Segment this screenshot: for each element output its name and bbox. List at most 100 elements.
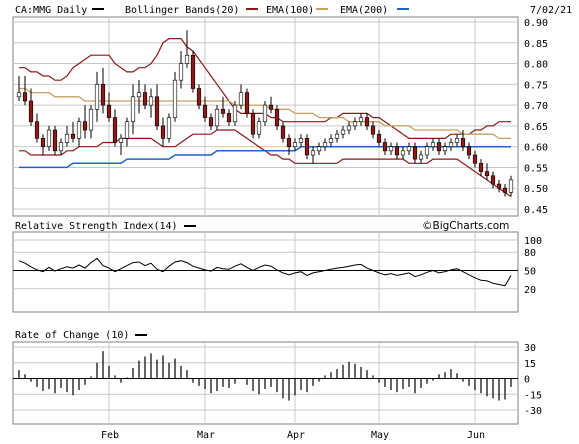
candle [454,134,460,147]
rsi-legend-swatch [184,225,196,227]
candle [292,138,298,151]
candle-body [64,133,70,143]
candle [160,117,166,147]
candle-body [208,117,214,127]
candle [280,121,286,143]
candle [340,125,346,139]
candle-body [52,129,58,152]
candle-body [316,146,322,152]
bollinger-legend-swatch [246,8,258,10]
candle [94,71,100,122]
candle-body [286,138,292,147]
candle-body [94,84,100,110]
candle-body [172,79,178,118]
candle [448,138,454,151]
candle [436,138,442,155]
candle-body [142,92,148,106]
candle [376,130,382,147]
candle-body [244,92,250,114]
candle [190,51,196,93]
candle-body [310,150,316,156]
date-label: 7/02/21 [530,5,572,16]
candle-body [478,162,484,172]
candle [250,109,256,139]
candle [148,88,154,118]
roc-tick-label: 0 [524,375,530,386]
candle-body [46,129,52,147]
candle [52,125,58,155]
price-tick-label: 0.65 [524,122,548,133]
candle [304,134,310,160]
candle-body [472,154,478,164]
candle [460,130,466,151]
candle-body [424,146,430,156]
candle [358,113,364,126]
candle-body [490,175,496,185]
candle-body [304,138,310,156]
candle-body [190,54,196,89]
candle [334,130,340,143]
candle [118,134,124,155]
candle-body [418,154,424,160]
candle [310,146,316,164]
candle [256,117,262,139]
roc-title: Rate of Change (10) [15,330,129,341]
candle [286,134,292,155]
price-tick-label: 0.70 [524,101,548,112]
price-tick-label: 0.75 [524,80,548,91]
price-tick-label: 0.80 [524,60,548,71]
candle [124,117,130,147]
candle-body [430,142,436,147]
candle [196,84,202,110]
candle-body [154,96,160,127]
candle-body [82,121,88,131]
candle [400,146,406,160]
candle-body [346,125,352,131]
candle [484,163,490,180]
candle-body [202,104,208,118]
x-tick-label: May [371,430,389,441]
roc-tick-label: 15 [524,359,536,370]
price-tick-label: 0.85 [524,39,548,50]
candle [178,51,184,89]
price-tick-label: 0.50 [524,184,548,195]
candle-body [58,142,64,152]
candle-body [268,104,274,110]
candle [394,142,400,160]
candle-body [124,121,130,139]
rsi-tick-label: 80 [524,248,536,259]
candle [442,142,448,155]
x-axis: Feb Mar Apr May Jun [101,430,485,441]
candle-body [358,117,364,123]
price-tick-label: 0.60 [524,143,548,154]
candle-body [292,142,298,147]
candle-body [460,138,466,147]
candle [244,88,250,118]
candle [364,113,370,131]
candle-body [262,104,268,123]
ema200-label: EMA(200) [340,5,388,16]
candle [262,100,268,126]
candle-body [178,63,184,81]
symbol-label: CA:MMG Daily [15,5,87,16]
bollinger-label: Bollinger Bands(20) [125,5,239,16]
candle-body [466,146,472,156]
candle [88,105,94,139]
candle-body [250,113,256,135]
candle [130,84,136,135]
candle [412,142,418,164]
candle [388,142,394,155]
candle-body [34,121,40,139]
candle-body [166,117,172,139]
candle [208,113,214,131]
candle [268,96,274,114]
rsi-title: Relative Strength Index(14) [15,221,178,232]
rsi-panel-frame [12,231,519,313]
candle [352,117,358,131]
candle [154,84,160,131]
candle-body [340,129,346,135]
candle-body [118,138,124,143]
candle-body [112,117,118,143]
rsi-grid [13,232,518,312]
